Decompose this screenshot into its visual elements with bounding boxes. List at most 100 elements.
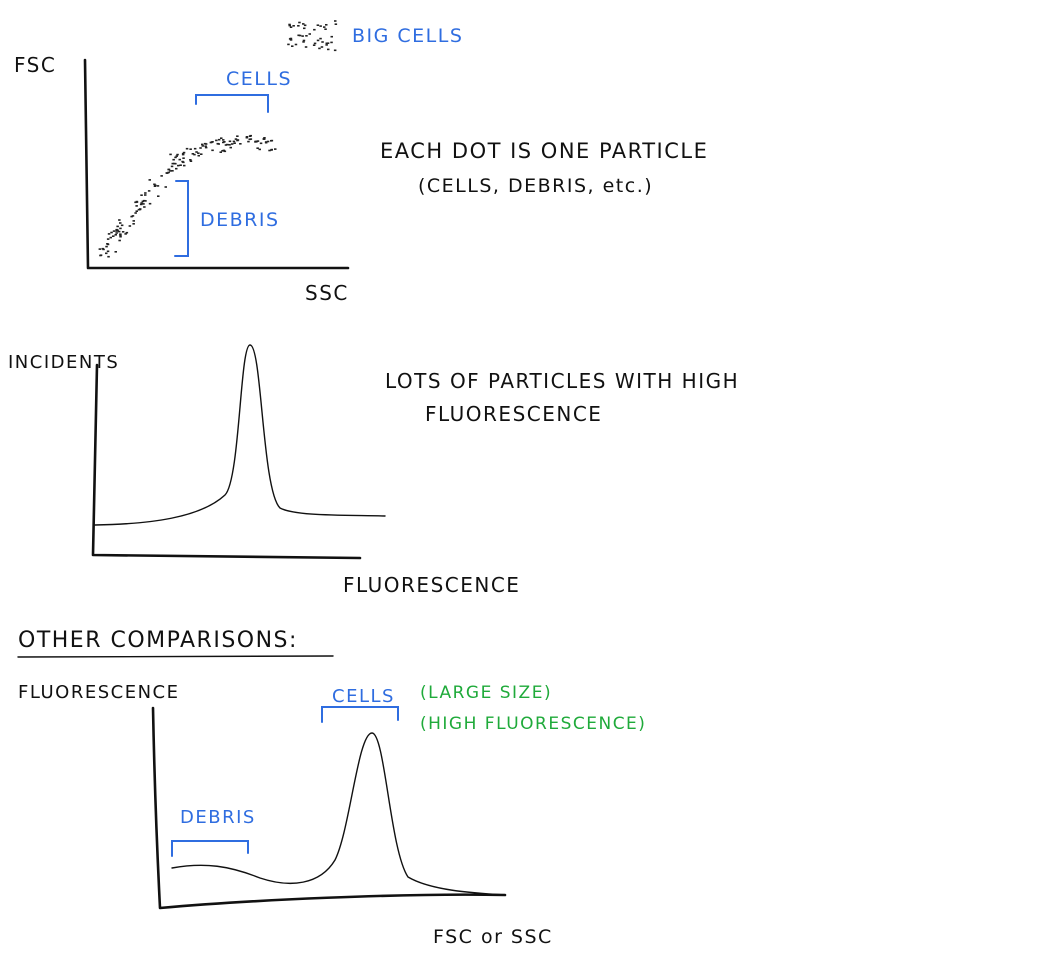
note: (HIGH FLUORESCENCE) xyxy=(420,714,646,734)
dot xyxy=(119,235,122,238)
dot xyxy=(211,149,214,152)
dot xyxy=(325,44,328,46)
dot xyxy=(139,208,142,210)
note: EACH DOT IS ONE PARTICLE xyxy=(380,139,708,163)
dot xyxy=(193,147,197,150)
dot xyxy=(270,140,273,142)
scatter-plot: FSC SSC BIG CELLS CELLS DEBRIS EACH DOT … xyxy=(14,20,708,305)
dot xyxy=(120,224,124,227)
dot xyxy=(197,154,200,157)
dot xyxy=(222,149,226,152)
dot xyxy=(175,167,178,170)
dot xyxy=(245,136,249,139)
dot xyxy=(171,162,174,165)
dot xyxy=(144,200,147,202)
dot xyxy=(143,206,146,208)
dot xyxy=(134,201,137,204)
dot xyxy=(324,28,327,30)
dot xyxy=(106,250,110,253)
dot xyxy=(181,160,184,163)
dot xyxy=(139,203,143,206)
curve xyxy=(171,732,506,896)
dot xyxy=(318,47,321,50)
dot xyxy=(263,137,266,139)
dot xyxy=(118,219,121,221)
dot xyxy=(178,158,181,161)
dot xyxy=(313,28,316,31)
dot xyxy=(197,152,200,154)
dot xyxy=(153,183,156,186)
dot xyxy=(157,195,160,197)
dot xyxy=(169,170,172,172)
section-title: OTHER COMPARISONS: xyxy=(18,628,298,653)
dot xyxy=(288,23,291,26)
bracket xyxy=(174,180,189,257)
dot xyxy=(308,33,311,35)
dot xyxy=(154,184,157,187)
dot xyxy=(298,34,302,37)
dot xyxy=(247,140,250,143)
dot xyxy=(98,248,102,250)
dot xyxy=(274,148,277,150)
dot xyxy=(326,42,330,44)
axes xyxy=(83,58,350,270)
dot xyxy=(106,243,109,245)
dot xyxy=(313,42,317,45)
dot xyxy=(230,143,234,145)
dot xyxy=(263,138,266,140)
x-label: FSC or SSC xyxy=(433,926,553,948)
dot xyxy=(222,139,225,141)
dot xyxy=(319,25,322,27)
dot xyxy=(124,233,127,235)
dot xyxy=(105,252,108,255)
bracket xyxy=(195,94,269,113)
dot xyxy=(131,215,135,217)
dot xyxy=(148,202,152,205)
dot xyxy=(141,200,145,203)
dot xyxy=(116,225,119,228)
dot xyxy=(167,171,170,174)
dot xyxy=(156,185,160,187)
dot xyxy=(119,233,122,235)
dot xyxy=(232,140,236,143)
comparison-plot: FLUORESCENCE FSC or SSC CELLS DEBRIS (LA… xyxy=(18,682,646,948)
note: (LARGE SIZE) xyxy=(420,683,552,703)
dot xyxy=(177,164,180,167)
dot xyxy=(167,168,170,171)
dot xyxy=(160,175,163,177)
dot xyxy=(245,136,249,138)
dot xyxy=(128,225,132,227)
dot xyxy=(319,37,322,40)
axes xyxy=(151,706,507,910)
dot xyxy=(115,232,118,234)
dot xyxy=(132,223,135,225)
bracket xyxy=(321,706,399,723)
curve xyxy=(94,344,386,526)
annotation: CELLS xyxy=(332,686,395,707)
dot xyxy=(298,21,301,24)
dot xyxy=(110,231,113,234)
dot xyxy=(289,39,293,41)
dot xyxy=(195,151,198,153)
bracket xyxy=(171,840,249,857)
annotation: BIG CELLS xyxy=(352,25,463,47)
annotation: DEBRIS xyxy=(200,209,280,231)
dot xyxy=(189,160,193,162)
dot xyxy=(264,141,268,143)
dot xyxy=(189,148,192,150)
y-label: FLUORESCENCE xyxy=(18,682,179,703)
dot-cloud xyxy=(98,20,338,258)
dot xyxy=(334,20,337,22)
dot xyxy=(117,230,121,233)
dot xyxy=(135,210,138,212)
dot xyxy=(270,149,273,151)
dot xyxy=(174,156,177,159)
dot xyxy=(170,165,174,168)
dot xyxy=(153,185,157,187)
dot xyxy=(327,48,330,51)
dot xyxy=(236,139,240,141)
dot xyxy=(169,153,172,156)
dot xyxy=(174,162,177,165)
dot xyxy=(302,23,305,25)
